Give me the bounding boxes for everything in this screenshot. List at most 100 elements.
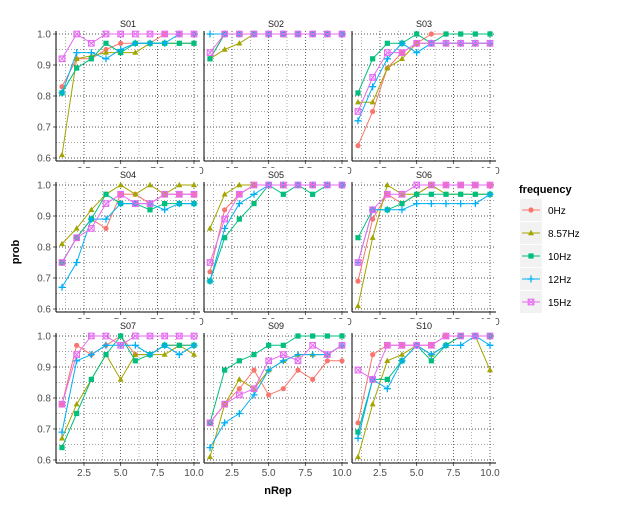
strip-label: S02 bbox=[268, 19, 284, 29]
series-15Hz bbox=[58, 332, 198, 408]
y-axis-title: prob bbox=[10, 240, 22, 265]
series-line bbox=[61, 33, 194, 94]
data-point bbox=[458, 191, 464, 197]
data-point bbox=[354, 366, 362, 374]
data-point bbox=[132, 49, 139, 55]
legend-label: 15Hz bbox=[548, 298, 571, 309]
panels-layer: S010.60.70.80.91.02.55.07.510.0S022.55.0… bbox=[37, 17, 500, 479]
data-point bbox=[457, 39, 465, 47]
data-point bbox=[102, 200, 110, 207]
panel-S05: S052.55.07.510.0 bbox=[203, 168, 352, 328]
data-point bbox=[73, 351, 81, 358]
data-point bbox=[369, 83, 377, 91]
legend-label: 12Hz bbox=[548, 275, 571, 286]
series-15Hz bbox=[354, 181, 494, 266]
data-point bbox=[221, 30, 229, 38]
series-line bbox=[61, 335, 194, 448]
data-point bbox=[486, 332, 494, 340]
data-point bbox=[250, 30, 258, 38]
x-tick-label: 10.0 bbox=[480, 468, 500, 479]
data-point bbox=[399, 201, 405, 207]
data-point bbox=[280, 342, 286, 348]
data-point bbox=[146, 30, 154, 38]
data-point bbox=[190, 30, 198, 38]
y-tick-label: 0.6 bbox=[37, 154, 51, 165]
data-point bbox=[161, 30, 169, 38]
data-point bbox=[294, 181, 302, 189]
data-point bbox=[369, 401, 376, 407]
data-point bbox=[457, 341, 465, 349]
data-point bbox=[323, 181, 331, 189]
data-point bbox=[221, 46, 228, 52]
strip bbox=[56, 168, 200, 182]
data-point bbox=[175, 30, 183, 38]
data-point bbox=[251, 352, 257, 358]
data-point bbox=[471, 332, 479, 340]
data-point bbox=[162, 201, 168, 207]
y-tick-label: 1.0 bbox=[37, 181, 51, 192]
series-line bbox=[209, 184, 342, 282]
data-point bbox=[131, 30, 139, 38]
data-point bbox=[266, 392, 272, 398]
data-point bbox=[176, 181, 183, 188]
data-point bbox=[73, 225, 80, 231]
data-point bbox=[102, 30, 110, 38]
series-10Hz bbox=[207, 333, 345, 426]
data-point bbox=[221, 224, 229, 232]
x-tick-label: 2.5 bbox=[373, 468, 387, 479]
x-tick-label: 7.5 bbox=[298, 468, 312, 479]
data-point bbox=[486, 341, 494, 349]
y-tick-label: 0.9 bbox=[37, 363, 51, 374]
data-point bbox=[73, 30, 81, 38]
series-line bbox=[357, 335, 490, 381]
panel-S02: S022.55.07.510.0 bbox=[203, 17, 352, 177]
legend-label: 0Hz bbox=[548, 206, 566, 217]
strip bbox=[56, 319, 200, 333]
data-point bbox=[161, 351, 168, 357]
strip-label: S07 bbox=[120, 321, 136, 331]
data-point bbox=[442, 181, 450, 189]
y-tick-label: 0.6 bbox=[37, 456, 51, 467]
data-point bbox=[339, 358, 345, 364]
series-line bbox=[209, 344, 343, 424]
series-line bbox=[357, 184, 490, 263]
data-point bbox=[413, 39, 421, 47]
data-point bbox=[265, 366, 273, 374]
data-point bbox=[59, 435, 65, 441]
series-line bbox=[61, 42, 194, 94]
x-tick-label: 2.5 bbox=[225, 468, 239, 479]
data-point bbox=[87, 215, 95, 223]
data-point bbox=[250, 181, 258, 189]
data-point bbox=[132, 191, 139, 197]
data-point bbox=[87, 49, 95, 57]
data-point bbox=[383, 206, 391, 214]
series-line bbox=[357, 42, 490, 112]
data-point bbox=[472, 191, 478, 197]
strip bbox=[352, 168, 496, 182]
data-point bbox=[58, 428, 66, 436]
series-line bbox=[61, 33, 194, 60]
data-point bbox=[73, 234, 81, 242]
data-point bbox=[103, 225, 109, 231]
data-point bbox=[58, 89, 66, 97]
data-point bbox=[471, 200, 479, 208]
data-point bbox=[207, 453, 213, 460]
data-point bbox=[310, 376, 316, 382]
data-point bbox=[236, 40, 243, 46]
data-point bbox=[250, 190, 258, 198]
data-point bbox=[73, 55, 80, 61]
strip bbox=[204, 17, 348, 31]
series-line bbox=[209, 360, 342, 424]
data-point bbox=[384, 40, 390, 46]
series-15Hz bbox=[206, 30, 346, 56]
data-point bbox=[221, 191, 228, 197]
data-point bbox=[323, 351, 331, 358]
data-point bbox=[487, 31, 493, 37]
data-point bbox=[458, 31, 464, 37]
legend-key-marker bbox=[528, 207, 534, 213]
data-point bbox=[191, 181, 197, 188]
data-point bbox=[117, 46, 125, 53]
data-point bbox=[384, 357, 391, 363]
